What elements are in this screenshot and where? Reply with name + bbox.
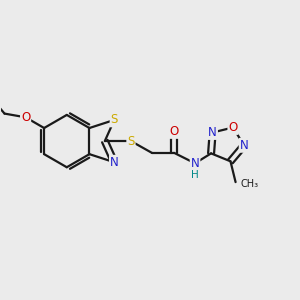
Text: N: N (110, 156, 119, 169)
Text: O: O (21, 111, 30, 124)
Text: N: N (240, 139, 248, 152)
Text: N: N (191, 157, 200, 170)
Text: CH₃: CH₃ (240, 178, 258, 189)
Text: H: H (191, 169, 199, 180)
Text: O: O (228, 121, 238, 134)
Text: N: N (208, 126, 217, 139)
Text: S: S (127, 135, 135, 148)
Text: S: S (111, 113, 118, 126)
Text: O: O (169, 125, 179, 138)
